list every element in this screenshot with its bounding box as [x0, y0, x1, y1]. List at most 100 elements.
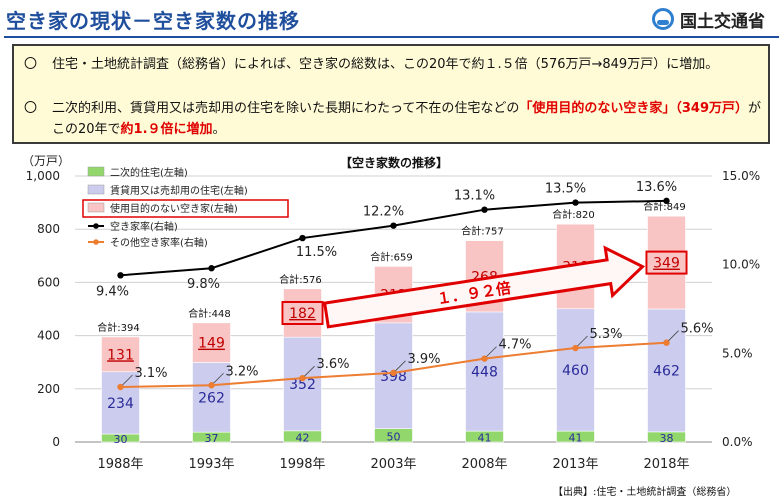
line-value-label: 3.1%	[135, 366, 168, 381]
highlight-box	[645, 250, 688, 275]
bar-value-label: 182	[289, 306, 316, 322]
y-tick-label: 800	[37, 222, 60, 236]
bullet-mark: 〇	[24, 57, 38, 72]
label-leader	[577, 335, 588, 347]
x-tick-label: 2013年	[552, 457, 598, 472]
label-leader	[395, 360, 406, 372]
x-tick-label: 1998年	[279, 457, 325, 472]
source-note: 【出典】:住宅・土地統計調査（総務省）	[553, 487, 737, 498]
bar-value-label: 30	[114, 433, 128, 446]
line-value-label: 13.6%	[636, 180, 677, 195]
legend-label: 空き家率(右軸)	[110, 220, 178, 233]
label-leader	[668, 330, 679, 341]
line-value-label: 9.4%	[96, 284, 129, 299]
y-right-tick-label: 15.0%	[722, 169, 760, 183]
bar-value-label: 349	[653, 256, 680, 272]
y-right-tick-label: 10.0%	[722, 258, 760, 272]
legend-swatch	[87, 166, 105, 177]
legend-swatch	[87, 202, 105, 213]
line-value-label: 9.8%	[187, 277, 220, 292]
growth-arrow-shape	[322, 245, 646, 329]
y-right-tick-label: 0.0%	[722, 435, 753, 449]
mlit-logo-icon	[652, 8, 674, 30]
x-tick-label: 2003年	[370, 457, 416, 472]
bar-segment	[556, 308, 595, 432]
page-header: 空き家の現状－空き家数の推移 国土交通省	[0, 0, 783, 38]
bar-value-label: 42	[296, 431, 310, 444]
x-tick-label: 1993年	[188, 457, 234, 472]
bar-value-label: 262	[198, 390, 225, 406]
legend-highlight-box	[82, 199, 289, 218]
line-value-label: 5.6%	[681, 322, 714, 337]
x-tick-label: 2008年	[461, 457, 507, 472]
line-value-label: 5.3%	[590, 327, 623, 342]
header-divider	[4, 36, 779, 38]
legend-label: 賃貸用又は売却用の住宅(左軸)	[110, 184, 248, 197]
line-point	[663, 339, 670, 346]
bar-value-label: 462	[653, 363, 680, 379]
y-axis-label: （万戸）	[22, 154, 70, 168]
bullet-2-highlight-2: 約1.９倍に増加	[120, 122, 213, 137]
bar-value-label: 131	[107, 347, 134, 363]
line-point	[663, 197, 670, 205]
bar-total-label: 合計:849	[643, 200, 685, 213]
line-value-label: 3.6%	[317, 357, 350, 372]
bar-total-label: 合計:820	[552, 208, 594, 221]
mlit-logo: 国土交通省	[652, 6, 776, 32]
line-point	[117, 383, 124, 391]
summary-box: 〇 住宅・土地統計調査（総務省）によれば、空き家の総数は、この20年で約１.５倍…	[12, 44, 770, 144]
chart-title: 【空き家数の推移】	[340, 155, 448, 170]
bullet-2-mid: がこの20年で	[52, 101, 762, 137]
bullet-2-text: 二次的利用、賃貸用又は売却用の住宅を除いた長期にわたって不在の住宅などの「使用目…	[52, 98, 762, 140]
line-point	[572, 199, 579, 206]
bar-value-label: 234	[107, 396, 134, 412]
label-leader	[486, 346, 497, 357]
bar-total-label: 合計:448	[188, 307, 230, 320]
bullet-2-pre: 二次的利用、賃貸用又は売却用の住宅を除いた長期にわたって不在の住宅などの	[52, 101, 520, 116]
line-point	[299, 374, 306, 382]
line-point	[117, 272, 124, 279]
bar-segment	[647, 308, 686, 433]
bar-value-label: 460	[562, 363, 589, 379]
y-tick-label: 400	[37, 329, 60, 343]
y-tick-label: 1,000	[26, 169, 60, 183]
bar-value-label: 50	[387, 430, 401, 443]
line-value-label: 3.9%	[408, 352, 441, 367]
line-point	[390, 369, 397, 377]
bar-segment	[192, 322, 231, 363]
y-tick-label: 600	[37, 275, 60, 289]
y-tick-label: 0	[52, 435, 60, 449]
bar-segment	[192, 362, 231, 433]
line-point	[208, 265, 215, 272]
bar-value-label: 149	[198, 336, 225, 352]
line-value-label: 12.2%	[363, 205, 404, 220]
line-value-label: 13.1%	[454, 189, 495, 204]
bar-value-label: 37	[205, 432, 219, 445]
bar-segment	[283, 336, 322, 432]
label-leader	[122, 374, 133, 386]
bar-total-label: 合計:394	[97, 321, 139, 334]
line-value-label: 4.7%	[499, 338, 532, 353]
legend-label: 二次的住宅(左軸)	[110, 166, 188, 179]
bar-total-label: 合計:576	[279, 273, 321, 286]
bar-value-label: 41	[569, 432, 583, 445]
bar-value-label: 41	[478, 432, 492, 445]
bar-segment	[647, 215, 686, 310]
highlight-box	[281, 300, 324, 325]
label-leader	[213, 372, 224, 384]
y-right-tick-label: 5.0%	[722, 346, 753, 360]
bar-value-label: 38	[660, 432, 674, 445]
label-leader	[304, 365, 315, 377]
line-point	[481, 206, 488, 213]
line-point	[572, 344, 579, 352]
bullet-2-end: 。	[212, 122, 226, 137]
bar-segment	[101, 371, 140, 435]
bar-segment	[465, 311, 504, 432]
legend-label: 使用目的のない空き家(左軸)	[110, 202, 238, 215]
legend-label: その他空き家率(右軸)	[110, 236, 208, 249]
line-value-label: 3.2%	[226, 364, 259, 379]
logo-text: 国土交通省	[680, 12, 765, 32]
line-point	[481, 355, 488, 362]
bar-segment	[101, 336, 140, 373]
